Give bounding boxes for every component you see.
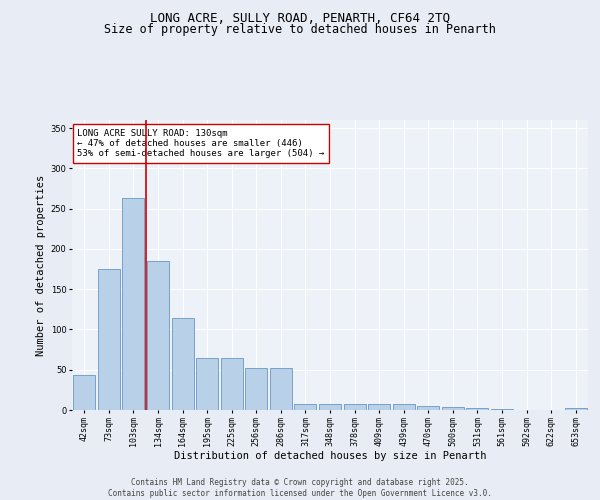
Text: LONG ACRE, SULLY ROAD, PENARTH, CF64 2TQ: LONG ACRE, SULLY ROAD, PENARTH, CF64 2TQ: [150, 12, 450, 26]
Bar: [344, 404, 365, 410]
Bar: [442, 407, 464, 410]
Bar: [368, 404, 390, 410]
Text: LONG ACRE SULLY ROAD: 130sqm
← 47% of detached houses are smaller (446)
53% of s: LONG ACRE SULLY ROAD: 130sqm ← 47% of de…: [77, 128, 325, 158]
Text: Size of property relative to detached houses in Penarth: Size of property relative to detached ho…: [104, 22, 496, 36]
Bar: [172, 318, 194, 410]
Bar: [245, 368, 268, 410]
Bar: [392, 404, 415, 410]
Text: Contains HM Land Registry data © Crown copyright and database right 2025.
Contai: Contains HM Land Registry data © Crown c…: [108, 478, 492, 498]
Bar: [73, 374, 95, 410]
Bar: [221, 358, 243, 410]
Bar: [270, 368, 292, 410]
Bar: [417, 406, 439, 410]
Bar: [122, 198, 145, 410]
Bar: [466, 408, 488, 410]
Y-axis label: Number of detached properties: Number of detached properties: [37, 174, 46, 356]
Bar: [98, 269, 120, 410]
Bar: [565, 408, 587, 410]
Bar: [147, 261, 169, 410]
Bar: [196, 358, 218, 410]
Bar: [319, 404, 341, 410]
Bar: [295, 404, 316, 410]
X-axis label: Distribution of detached houses by size in Penarth: Distribution of detached houses by size …: [174, 451, 486, 461]
Bar: [491, 409, 513, 410]
